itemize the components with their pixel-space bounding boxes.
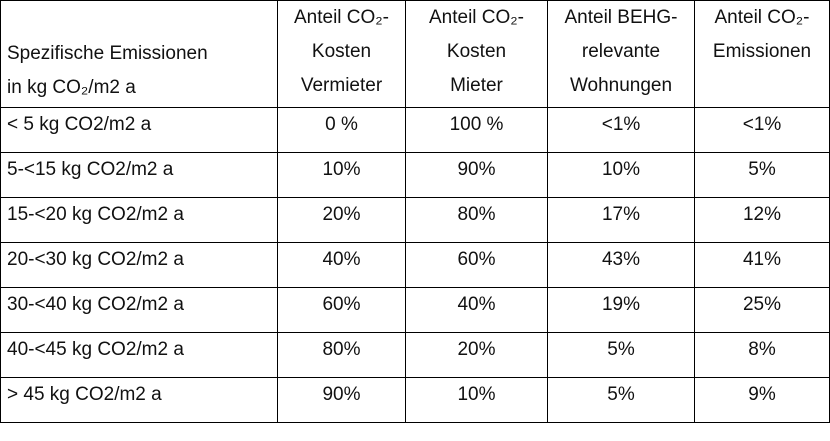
- table-cell: 19%: [547, 287, 695, 333]
- header-line: Spezifische Emissionen: [7, 43, 208, 64]
- header-line: Anteil CO₂-: [714, 7, 810, 28]
- header-cell: Anteil CO₂- Kosten Vermieter: [277, 0, 406, 108]
- emissions-table: Spezifische Emissionen in kg CO₂/m2 a Ante…: [0, 0, 830, 423]
- table-cell: 41%: [694, 242, 830, 288]
- header-line: Wohnungen: [569, 75, 673, 96]
- header-line: Emissionen: [712, 41, 812, 62]
- table-cell: 0 %: [277, 107, 406, 153]
- table-cell: 9%: [694, 377, 830, 423]
- table-cell: 30-<40 kg CO2/m2 a: [0, 287, 278, 333]
- header-row: Spezifische Emissionen in kg CO₂/m2 a Ante…: [0, 0, 830, 108]
- header-cell: Anteil CO₂- Kosten Mieter: [405, 0, 548, 108]
- header-line: Anteil CO₂-: [293, 7, 389, 28]
- table-cell: 8%: [694, 332, 830, 378]
- table-cell: 12%: [694, 197, 830, 243]
- table-cell: <1%: [694, 107, 830, 153]
- table-row: 5-<15 kg CO2/m2 a 10% 90% 10% 5%: [0, 152, 830, 198]
- table-cell: 5-<15 kg CO2/m2 a: [0, 152, 278, 198]
- header-cell: Anteil CO₂- Emissionen: [694, 0, 830, 108]
- header-line: Mieter: [450, 75, 503, 96]
- table-row: 15-<20 kg CO2/m2 a 20% 80% 17% 12%: [0, 197, 830, 243]
- table-cell: 90%: [405, 152, 548, 198]
- header-cell: Anteil BEHG-relevante Wohnungen: [547, 0, 695, 108]
- table-cell: 40%: [277, 242, 406, 288]
- table-cell: 10%: [277, 152, 406, 198]
- table-cell: 43%: [547, 242, 695, 288]
- header-line: Anteil CO₂-: [428, 7, 524, 28]
- table-cell: 5%: [547, 332, 695, 378]
- table-row: 20-<30 kg CO2/m2 a 40% 60% 43% 41%: [0, 242, 830, 288]
- table-cell: <1%: [547, 107, 695, 153]
- table-cell: 20-<30 kg CO2/m2 a: [0, 242, 278, 288]
- table-cell: 40-<45 kg CO2/m2 a: [0, 332, 278, 378]
- table-cell: 80%: [277, 332, 406, 378]
- header-line: in kg CO₂/m2 a: [7, 77, 136, 98]
- table-cell: 17%: [547, 197, 695, 243]
- header-line: Vermieter: [300, 75, 383, 96]
- table-cell: 60%: [277, 287, 406, 333]
- table-cell: 25%: [694, 287, 830, 333]
- table-cell: 5%: [694, 152, 830, 198]
- table-cell: 20%: [277, 197, 406, 243]
- table-cell: 10%: [547, 152, 695, 198]
- table-row: > 45 kg CO2/m2 a 90% 10% 5% 9%: [0, 377, 830, 423]
- table-cell: 100 %: [405, 107, 548, 153]
- header-line: Kosten: [311, 41, 372, 62]
- table-cell: 60%: [405, 242, 548, 288]
- table-cell: < 5 kg CO2/m2 a: [0, 107, 278, 153]
- table-cell: 40%: [405, 287, 548, 333]
- header-line: Anteil BEHG-: [564, 7, 678, 28]
- header-cell: Spezifische Emissionen in kg CO₂/m2 a: [0, 0, 278, 108]
- table-row: 40-<45 kg CO2/m2 a 80% 20% 5% 8%: [0, 332, 830, 378]
- table-cell: > 45 kg CO2/m2 a: [0, 377, 278, 423]
- table-cell: 10%: [405, 377, 548, 423]
- header-line: Kosten: [446, 41, 507, 62]
- table-cell: 5%: [547, 377, 695, 423]
- table-cell: 20%: [405, 332, 548, 378]
- header-line: relevante: [581, 41, 661, 62]
- table-cell: 80%: [405, 197, 548, 243]
- table-cell: 15-<20 kg CO2/m2 a: [0, 197, 278, 243]
- table-row: 30-<40 kg CO2/m2 a 60% 40% 19% 25%: [0, 287, 830, 333]
- table-cell: 90%: [277, 377, 406, 423]
